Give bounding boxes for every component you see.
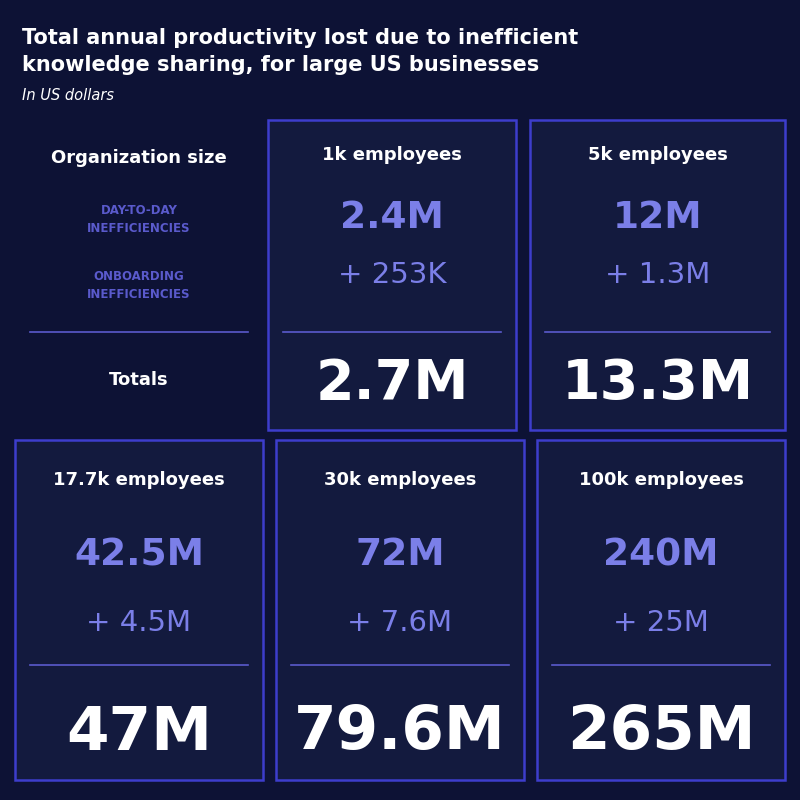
FancyBboxPatch shape bbox=[537, 440, 785, 780]
Text: 2.4M: 2.4M bbox=[340, 200, 444, 236]
FancyBboxPatch shape bbox=[15, 440, 263, 780]
FancyBboxPatch shape bbox=[530, 120, 785, 430]
Text: In US dollars: In US dollars bbox=[22, 88, 114, 103]
Text: 42.5M: 42.5M bbox=[74, 537, 204, 573]
Text: 30k employees: 30k employees bbox=[324, 471, 476, 489]
Text: DAY-TO-DAY
INEFFICIENCIES: DAY-TO-DAY INEFFICIENCIES bbox=[87, 205, 190, 235]
FancyBboxPatch shape bbox=[276, 440, 524, 780]
Text: 2.7M: 2.7M bbox=[315, 357, 469, 411]
Text: + 253K: + 253K bbox=[338, 261, 446, 289]
Text: Total annual productivity lost due to inefficient: Total annual productivity lost due to in… bbox=[22, 28, 578, 48]
Text: + 1.3M: + 1.3M bbox=[605, 261, 710, 289]
Text: 12M: 12M bbox=[613, 200, 702, 236]
Text: 72M: 72M bbox=[355, 537, 445, 573]
Text: ONBOARDING
INEFFICIENCIES: ONBOARDING INEFFICIENCIES bbox=[87, 270, 190, 301]
Text: 1k employees: 1k employees bbox=[322, 146, 462, 164]
Text: Totals: Totals bbox=[109, 371, 169, 389]
Text: Organization size: Organization size bbox=[51, 149, 227, 167]
Text: 265M: 265M bbox=[566, 703, 755, 762]
Text: 5k employees: 5k employees bbox=[587, 146, 727, 164]
Text: 100k employees: 100k employees bbox=[578, 471, 743, 489]
Text: 47M: 47M bbox=[66, 703, 212, 762]
Text: + 7.6M: + 7.6M bbox=[347, 609, 453, 637]
Text: knowledge sharing, for large US businesses: knowledge sharing, for large US business… bbox=[22, 55, 539, 75]
Text: 13.3M: 13.3M bbox=[562, 357, 754, 411]
Text: + 25M: + 25M bbox=[613, 609, 709, 637]
Text: 240M: 240M bbox=[603, 537, 718, 573]
Text: 79.6M: 79.6M bbox=[294, 703, 506, 762]
FancyBboxPatch shape bbox=[268, 120, 516, 430]
Text: 17.7k employees: 17.7k employees bbox=[53, 471, 225, 489]
Text: + 4.5M: + 4.5M bbox=[86, 609, 191, 637]
